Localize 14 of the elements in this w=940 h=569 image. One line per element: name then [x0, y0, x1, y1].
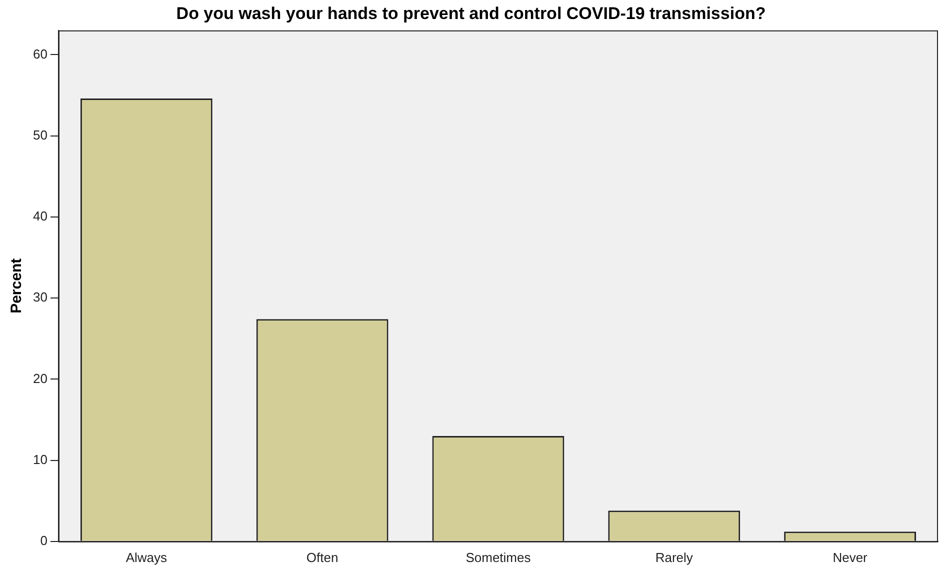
- y-tick-label: 20: [32, 370, 48, 386]
- x-tick-label: Sometimes: [466, 550, 532, 565]
- chart-title: Do you wash your hands to prevent and control COVID-19 transmission?: [176, 4, 766, 23]
- x-tick-label: Never: [832, 550, 868, 565]
- y-tick-label: 30: [32, 290, 48, 305]
- y-tick-label: 40: [32, 208, 48, 224]
- y-tick-label: 50: [32, 127, 48, 142]
- y-tick-label: 60: [32, 46, 48, 62]
- x-tick-label: Often: [306, 550, 338, 565]
- x-tick-label: Rarely: [655, 550, 694, 565]
- y-tick-label: 0: [40, 532, 48, 548]
- y-axis-title: Percent: [8, 258, 26, 314]
- x-tick-label: Always: [126, 550, 168, 565]
- y-tick-label: 10: [32, 452, 48, 467]
